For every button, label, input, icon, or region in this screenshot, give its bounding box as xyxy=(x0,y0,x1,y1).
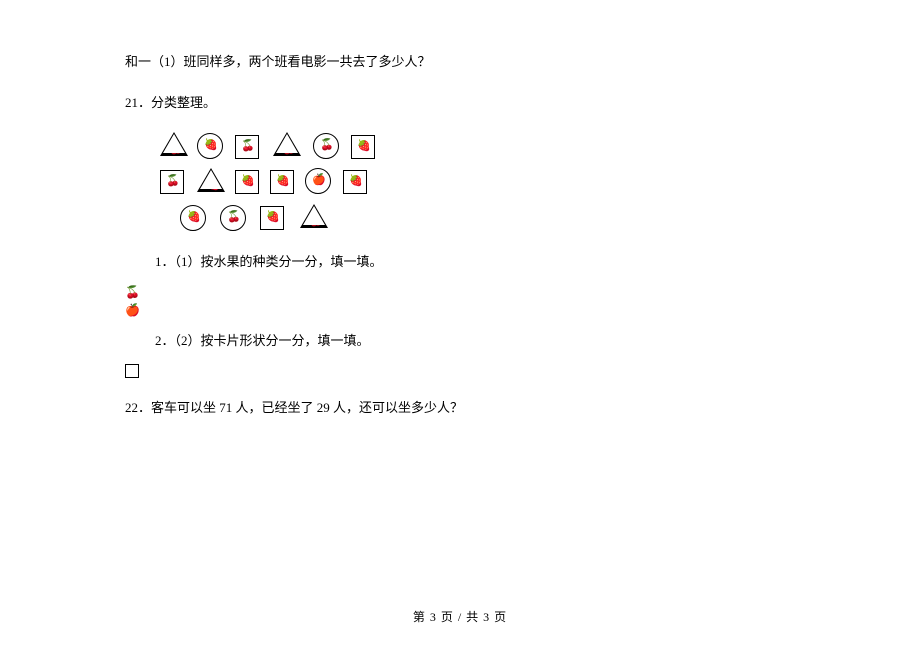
sub2-text: （2）按卡片形状分一分，填一填。 xyxy=(175,333,370,348)
continuation-line: 和一（1）班同样多，两个班看电影一共去了多少人？ xyxy=(125,50,795,73)
q22-number: 22． xyxy=(125,400,151,415)
q21-title: 分类整理。 xyxy=(151,95,216,110)
classification-image: 🍒 🍓 🍒 🍒 🍒 🍓 🍒 🍓 🍓 🍓 🍎 🍓 🍓 🍒 🍓 🍒 xyxy=(155,130,385,235)
footer-suffix: 页 xyxy=(494,610,507,624)
sub2-number: 2． xyxy=(155,333,175,348)
sub1-text: （1）按水果的种类分一分，填一填。 xyxy=(175,254,383,269)
sub-question-1: 1．（1）按水果的种类分一分，填一填。 xyxy=(155,250,795,273)
footer-prefix: 第 xyxy=(413,610,426,624)
footer-total-page: 3 xyxy=(483,610,490,624)
sub-question-2: 2．（2）按卡片形状分一分，填一填。 xyxy=(155,329,795,352)
question-22: 22．客车可以坐 71 人，已经坐了 29 人，还可以坐多少人？ xyxy=(125,396,795,419)
q22-text: 客车可以坐 71 人，已经坐了 29 人，还可以坐多少人？ xyxy=(151,400,463,415)
footer-current-page: 3 xyxy=(430,610,437,624)
square-shape-icon xyxy=(125,364,139,378)
sub1-number: 1． xyxy=(155,254,175,269)
question-21: 21．分类整理。 xyxy=(125,91,795,114)
fruit-icon-apple: 🍎 xyxy=(125,303,795,317)
page-footer: 第 3 页 / 共 3 页 xyxy=(0,608,920,625)
fruit-icon-cherry: 🍒 xyxy=(125,285,795,299)
q21-number: 21． xyxy=(125,95,151,110)
footer-mid: 页 / 共 xyxy=(441,610,479,624)
